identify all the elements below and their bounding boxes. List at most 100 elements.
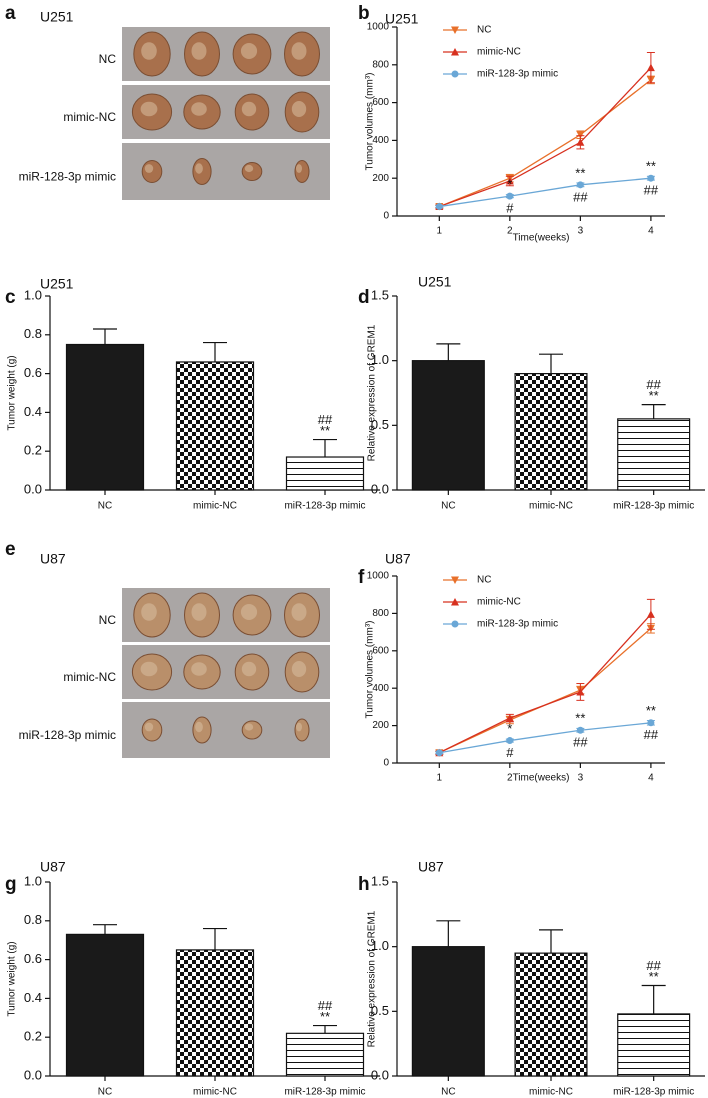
y-tick-label: 1000 [367,571,390,582]
legend-label: miR-128-3p mimic [477,69,558,80]
significance-label: ** [320,423,330,438]
bar [175,949,255,1077]
y-tick-label: 1.0 [371,938,389,953]
x-tick-label: mimic-NC [529,501,573,512]
x-tick-label: 2 [507,773,513,784]
y-tick-label: 0.8 [24,326,42,341]
legend-label: mimic-NC [477,47,521,58]
significance-label: ## [318,998,333,1013]
tumor-highlight [140,101,158,117]
x-tick-label: NC [441,1087,455,1098]
tumor-highlight [191,603,207,621]
significance-label: ## [573,735,588,750]
legend-marker [451,576,459,584]
legend-label: NC [477,575,491,586]
panel-letter: h [358,874,370,895]
panel-title: U87 [40,551,66,567]
bar [617,1013,691,1077]
series-line [439,613,652,754]
panel-title: U87 [385,551,411,567]
y-axis-label: Relative expression of GREM1 [367,910,378,1047]
legend-marker [451,48,459,56]
x-tick-label: 2 [507,226,513,237]
tumor-highlight [244,723,254,731]
significance-label: ## [644,183,659,198]
legend-marker [451,598,459,606]
bar [411,360,485,491]
y-tick-label: 400 [372,135,389,146]
y-tick-label: 600 [372,97,389,108]
x-tick-label: NC [98,1087,112,1098]
panel-letter: g [5,874,17,895]
x-tick-label: miR-128-3p mimic [284,501,365,512]
point [506,192,514,200]
significance-label: * [507,721,512,736]
panel-letter: b [358,3,370,24]
x-tick-label: NC [98,501,112,512]
tumor-highlight [291,603,307,621]
significance-label: ## [573,189,588,204]
significance-label: ** [646,703,656,718]
y-tick-label: 400 [372,683,389,694]
tumor-highlight [241,101,257,117]
tumor-highlight [291,42,307,60]
x-tick-label: mimic-NC [193,1087,237,1098]
x-axis-label: Time(weeks) [513,773,570,784]
tumor-highlight [144,722,154,732]
y-tick-label: 0.0 [24,481,42,496]
legend-label: NC [477,25,491,36]
x-tick-label: 1 [437,773,443,784]
y-tick-label: 0.8 [24,912,42,927]
point [505,177,514,185]
significance-label: ## [644,727,659,742]
significance-label: ** [649,969,659,984]
bar [285,1032,365,1077]
point [435,749,443,757]
panel-title: U87 [40,859,66,875]
point [505,714,514,722]
panel-letter: d [358,287,370,308]
y-tick-label: 0.2 [24,1029,42,1044]
y-axis-label: Tumor weight (g) [7,355,18,430]
bar [285,456,365,491]
y-tick-label: 1.0 [371,352,389,367]
series-line [439,79,652,208]
y-tick-label: 0 [383,211,389,222]
y-tick-label: 0.6 [24,365,42,380]
tumor-highlight [240,604,258,620]
legend-marker [451,620,459,628]
y-tick-label: 800 [372,59,389,70]
row-label: NC [99,52,117,66]
significance-label: ** [649,388,659,403]
y-tick-label: 0.0 [371,481,389,496]
significance-label: ** [646,159,656,174]
bar [65,343,145,491]
point [576,138,585,146]
y-tick-label: 800 [372,608,389,619]
legend-label: mimic-NC [477,597,521,608]
point [646,63,655,72]
legend-marker [451,26,459,34]
y-tick-label: 0.4 [24,404,42,419]
panel-letter: c [5,287,16,308]
y-tick-label: 200 [372,173,389,184]
bar [65,933,145,1077]
x-tick-label: NC [441,501,455,512]
y-tick-label: 1.5 [371,287,389,302]
point [435,203,443,211]
y-tick-label: 600 [372,645,389,656]
panel-title: U87 [418,859,444,875]
y-axis-label: Tumor weight (g) [7,941,18,1016]
series-line [439,67,652,208]
tumor-highlight [191,102,207,116]
row-label: mimic-NC [63,110,116,124]
x-tick-label: 3 [578,773,584,784]
panel-letter: e [5,539,16,560]
x-tick-label: 3 [578,226,584,237]
x-axis-label: Time(weeks) [513,233,570,244]
y-tick-label: 1.0 [24,873,42,888]
row-label: miR-128-3p mimic [19,728,116,742]
significance-label: * [507,177,512,192]
y-tick-label: 1000 [367,22,390,33]
significance-label: ** [320,1009,330,1024]
